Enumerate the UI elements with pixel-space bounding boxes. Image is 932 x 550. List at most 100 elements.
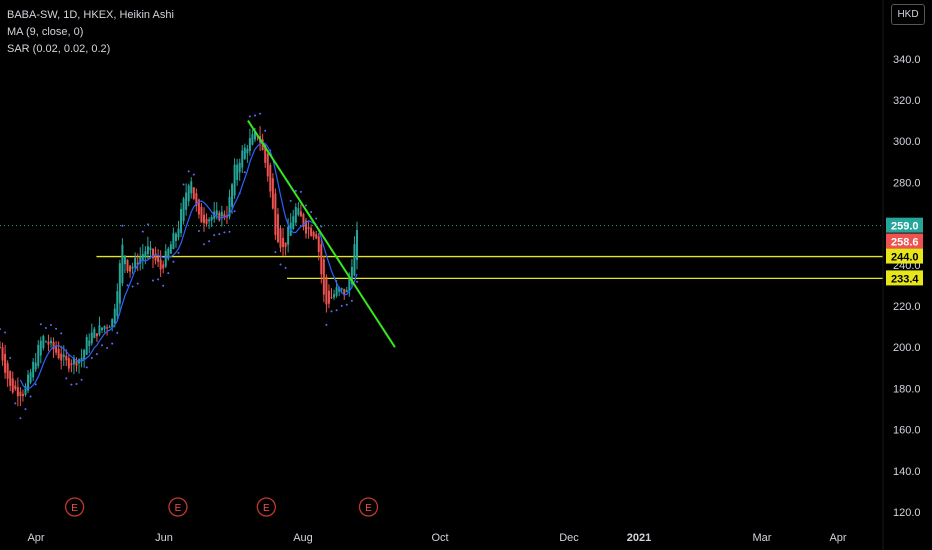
candle-body	[210, 217, 213, 221]
candle-body	[19, 391, 22, 397]
candle-body	[101, 327, 103, 331]
candle-body	[208, 219, 211, 222]
candle-body	[269, 165, 272, 192]
earnings-marker[interactable]: E	[168, 497, 188, 517]
sar-dot	[101, 344, 103, 347]
price-label-box	[886, 248, 923, 264]
candle-body	[241, 150, 244, 168]
candle-body	[141, 253, 144, 261]
candle-body	[182, 198, 185, 221]
sar-dot	[294, 189, 297, 192]
earnings-label: E	[365, 503, 372, 514]
candle-body	[243, 147, 246, 160]
candle-body	[218, 212, 221, 221]
candle-body	[294, 207, 297, 223]
earnings-marker[interactable]: E	[358, 497, 379, 517]
chart-legend: BABA-SW, 1D, HKEX, Heikin Ashi MA (9, cl…	[7, 7, 174, 58]
candle-body	[282, 237, 285, 247]
sar-dot	[106, 346, 109, 349]
candle-body	[274, 193, 277, 236]
sar-dot	[335, 309, 338, 312]
candle-body	[95, 333, 98, 337]
candle-body	[34, 362, 37, 370]
candle-body	[21, 393, 24, 397]
y-tick-label: 180.0	[893, 383, 921, 395]
price-label-text: 258.6	[891, 236, 919, 248]
earnings-marker[interactable]: E	[64, 497, 85, 517]
candle-body	[106, 327, 109, 329]
candle-body	[75, 360, 78, 366]
sar-dot	[289, 199, 292, 202]
candle-body	[72, 357, 75, 365]
sar-dot	[340, 304, 343, 307]
time-axis[interactable]: Apr Jun Aug Oct Dec 2021 Mar Apr	[27, 532, 846, 544]
sar-dot	[233, 210, 236, 213]
trend-line[interactable]	[247, 120, 396, 348]
candle-body	[146, 246, 149, 255]
candle-body	[62, 354, 65, 358]
candle-body	[39, 340, 42, 356]
sar-dot	[14, 402, 17, 405]
candle-body	[271, 178, 274, 209]
sar-dot	[177, 251, 180, 254]
sar-dot	[299, 190, 302, 193]
sar-dot	[0, 328, 1, 331]
earnings-label: E	[71, 503, 78, 514]
candle-body	[305, 220, 307, 234]
candle-body	[228, 196, 231, 217]
price-label-box	[886, 270, 923, 286]
candle-body	[4, 353, 7, 373]
sar-dot	[259, 112, 262, 115]
trend-line-segment[interactable]	[247, 120, 396, 348]
candle-body	[343, 288, 346, 296]
candle-body	[164, 250, 167, 267]
earnings-marker[interactable]: E	[256, 497, 276, 517]
sar-dot	[274, 251, 277, 254]
sar-dot	[44, 327, 47, 330]
candle-body	[340, 288, 343, 290]
sar-dot	[80, 378, 83, 381]
candle-body	[98, 325, 101, 335]
sar-dot	[29, 395, 32, 398]
price-label-box	[886, 233, 923, 249]
sar-dot	[39, 323, 42, 326]
sar-dot	[116, 331, 119, 334]
sar-dots	[0, 112, 358, 420]
symbol-legend[interactable]: BABA-SW, 1D, HKEX, Heikin Ashi	[7, 9, 174, 21]
sar-dot	[310, 211, 313, 214]
candle-body	[345, 290, 348, 293]
candle-body	[330, 297, 333, 299]
candle-body	[60, 353, 63, 361]
x-tick-label: Aug	[293, 532, 313, 544]
price-label-text: 259.0	[891, 221, 919, 233]
candle-body	[113, 308, 116, 324]
sar-dot	[350, 299, 353, 302]
price-labels: 259.0 258.6 244.0 233.4	[886, 217, 923, 286]
price-label-text: 244.0	[891, 252, 919, 264]
candle-body	[302, 214, 305, 228]
candle-body	[118, 263, 121, 304]
sar-dot	[111, 342, 114, 345]
candle-body	[162, 264, 165, 269]
price-label-box	[886, 217, 923, 233]
x-tick-label: 2021	[627, 532, 651, 544]
candle-body	[144, 251, 147, 258]
sar-legend[interactable]: SAR (0.02, 0.02, 0.2)	[7, 43, 111, 55]
candle-body	[172, 232, 175, 249]
y-tick-label: 160.0	[893, 425, 921, 437]
candle-body	[187, 185, 190, 202]
sar-dot	[213, 234, 216, 237]
ma-legend[interactable]: MA (9, close, 0)	[7, 26, 84, 38]
x-tick-label: Dec	[559, 532, 579, 544]
candle-body	[215, 210, 218, 216]
candle-body	[320, 244, 323, 275]
earnings-circle	[256, 497, 276, 517]
candle-body	[157, 256, 160, 262]
candle-body	[317, 236, 320, 253]
candle-body	[1, 347, 4, 361]
y-tick-label: 280.0	[893, 177, 921, 189]
currency-button[interactable]: HKD	[891, 4, 925, 25]
candle-body	[24, 386, 27, 395]
sar-dot	[24, 408, 27, 411]
